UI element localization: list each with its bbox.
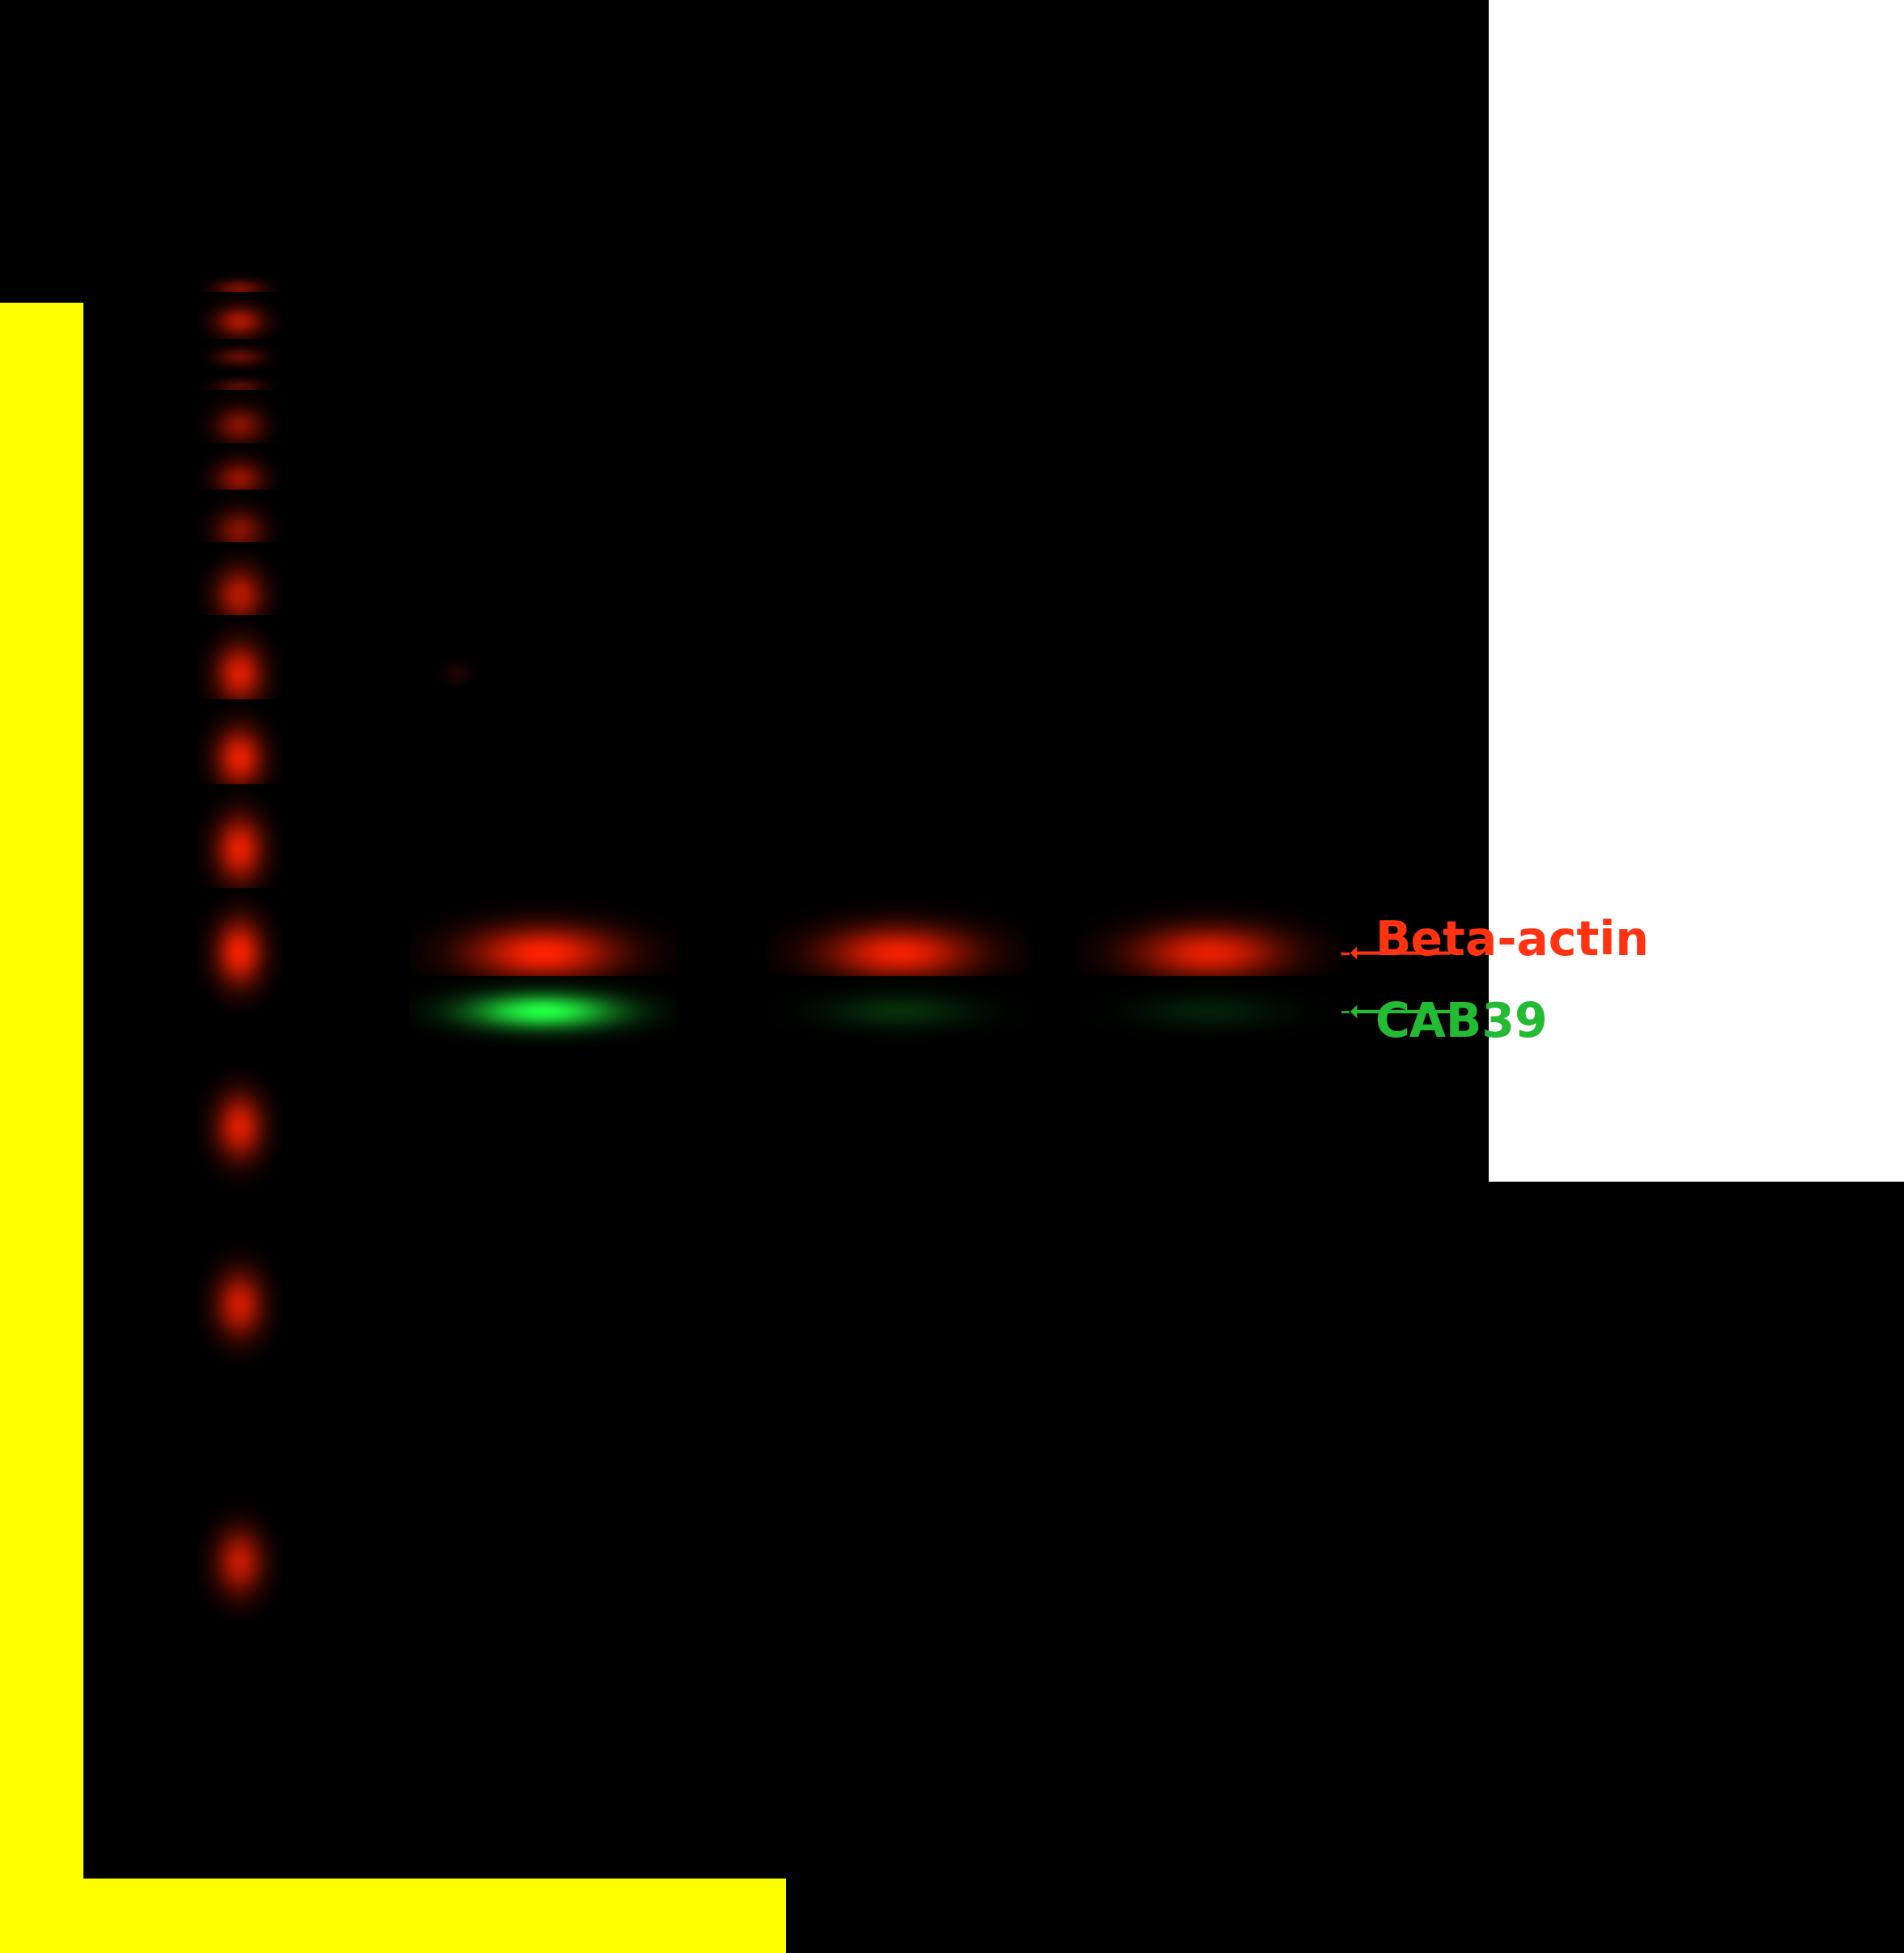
Bar — [0, 303, 84, 1953]
Bar — [0, 1879, 786, 1953]
Text: Beta-actin: Beta-actin — [1375, 918, 1649, 965]
Text: CAB39: CAB39 — [1375, 1000, 1548, 1047]
Bar — [1489, 0, 1904, 1182]
